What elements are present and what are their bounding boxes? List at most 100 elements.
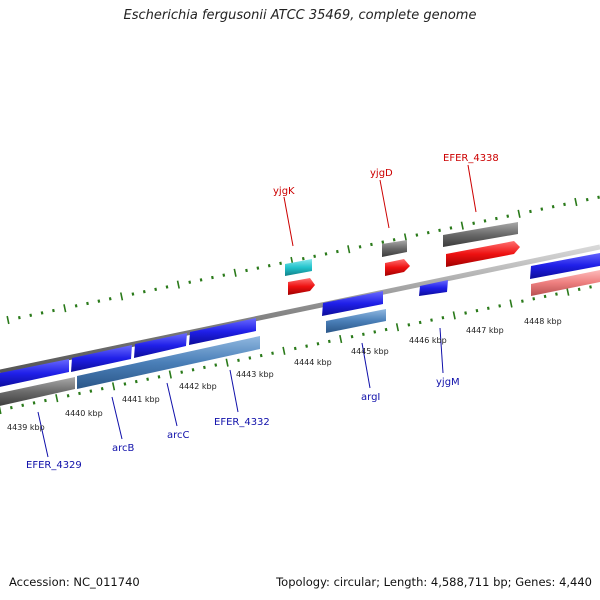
gene-label-EFER_4332: EFER_4332	[214, 417, 270, 428]
minor-tick	[506, 214, 510, 218]
major-tick	[517, 209, 521, 218]
minor-tick	[313, 254, 317, 258]
leader-line	[166, 382, 178, 427]
minor-tick	[237, 358, 240, 363]
forward-gene-track	[285, 222, 520, 295]
leader-line	[283, 196, 294, 247]
minor-tick	[305, 344, 308, 348]
major-tick	[509, 299, 513, 308]
minor-tick	[29, 313, 33, 317]
reverse-gene-track	[0, 270, 600, 406]
gene-bar	[326, 309, 386, 333]
minor-tick	[370, 242, 373, 247]
leader-line	[37, 411, 49, 458]
gene-bar	[285, 259, 312, 276]
minor-tick	[17, 315, 21, 320]
minor-tick	[555, 292, 558, 296]
minor-tick	[475, 308, 479, 313]
cds-arrow	[0, 359, 69, 387]
leader-line	[361, 342, 371, 389]
minor-tick	[529, 209, 532, 214]
cds-arrow	[385, 259, 410, 276]
accession-text: Accession: NC_011740	[9, 575, 140, 589]
scale-label: 4444 kbp	[294, 358, 332, 367]
gene-label-yjgM: yjgM	[436, 377, 460, 388]
major-tick	[0, 406, 2, 415]
minor-tick	[78, 391, 81, 396]
scale-label: 4443 kbp	[236, 370, 274, 379]
minor-tick	[123, 382, 127, 386]
gene-bar	[0, 377, 75, 406]
scale-label: 4445 kbp	[351, 347, 389, 356]
gene-label-argI: argI	[361, 392, 380, 403]
minor-tick	[577, 287, 581, 292]
minor-tick	[449, 226, 453, 230]
minor-tick	[415, 233, 419, 237]
gene-label-yjgK: yjgK	[273, 186, 295, 197]
minor-tick	[597, 195, 600, 199]
major-tick	[403, 233, 408, 242]
cds-arrow	[134, 333, 187, 358]
lower-scale-ticks	[0, 285, 592, 415]
minor-tick	[32, 401, 36, 405]
scale-label: 4439 kbp	[7, 423, 45, 432]
minor-tick	[392, 238, 396, 242]
major-tick	[55, 394, 59, 403]
major-tick	[63, 304, 67, 313]
minor-tick	[66, 394, 70, 398]
scale-label: 4441 kbp	[122, 395, 160, 404]
minor-tick	[293, 346, 297, 351]
upper-scale-ticks	[6, 195, 600, 325]
major-tick	[282, 346, 286, 355]
minor-tick	[52, 308, 55, 313]
major-tick	[6, 315, 10, 325]
minor-tick	[362, 332, 365, 336]
minor-tick	[498, 304, 502, 308]
minor-tick	[407, 323, 411, 327]
minor-tick	[540, 207, 544, 211]
minor-tick	[40, 311, 44, 315]
cds-arrow	[71, 345, 132, 372]
minor-tick	[199, 278, 203, 282]
scale-label: 4446 kbp	[409, 336, 447, 345]
minor-tick	[256, 266, 260, 270]
minor-tick	[188, 280, 192, 284]
gene-bar	[382, 240, 407, 257]
scale-label: 4448 kbp	[524, 317, 562, 326]
minor-tick	[585, 197, 589, 202]
page-title: Escherichia fergusonii ATCC 35469, compl…	[123, 8, 477, 23]
minor-tick	[203, 365, 206, 370]
major-tick	[347, 245, 351, 254]
leader-line	[229, 369, 239, 413]
minor-tick	[134, 379, 138, 384]
minor-tick	[494, 216, 498, 221]
scale-label: 4440 kbp	[65, 409, 103, 418]
minor-tick	[441, 316, 445, 320]
genome-backbone	[0, 244, 600, 375]
major-tick	[339, 334, 343, 344]
minor-tick	[381, 240, 385, 244]
minor-tick	[245, 268, 248, 273]
minor-tick	[532, 297, 536, 301]
minor-tick	[472, 221, 476, 225]
major-tick	[460, 221, 464, 230]
gene-bar	[77, 336, 260, 389]
minor-tick	[146, 377, 150, 381]
minor-tick	[279, 261, 282, 266]
minor-tick	[44, 398, 47, 403]
major-tick	[176, 280, 180, 289]
minor-tick	[373, 330, 377, 334]
gene-label-arcB: arcB	[112, 443, 135, 454]
cds-arrow	[189, 318, 256, 345]
gene-bar	[531, 270, 600, 296]
minor-tick	[521, 299, 524, 303]
minor-tick	[335, 249, 339, 254]
minor-tick	[191, 368, 195, 372]
minor-tick	[486, 306, 490, 310]
minor-tick	[350, 334, 354, 339]
major-tick	[233, 268, 237, 277]
gene-label-EFER_4338: EFER_4338	[443, 153, 499, 164]
minor-tick	[154, 287, 158, 292]
minor-tick	[483, 219, 487, 223]
